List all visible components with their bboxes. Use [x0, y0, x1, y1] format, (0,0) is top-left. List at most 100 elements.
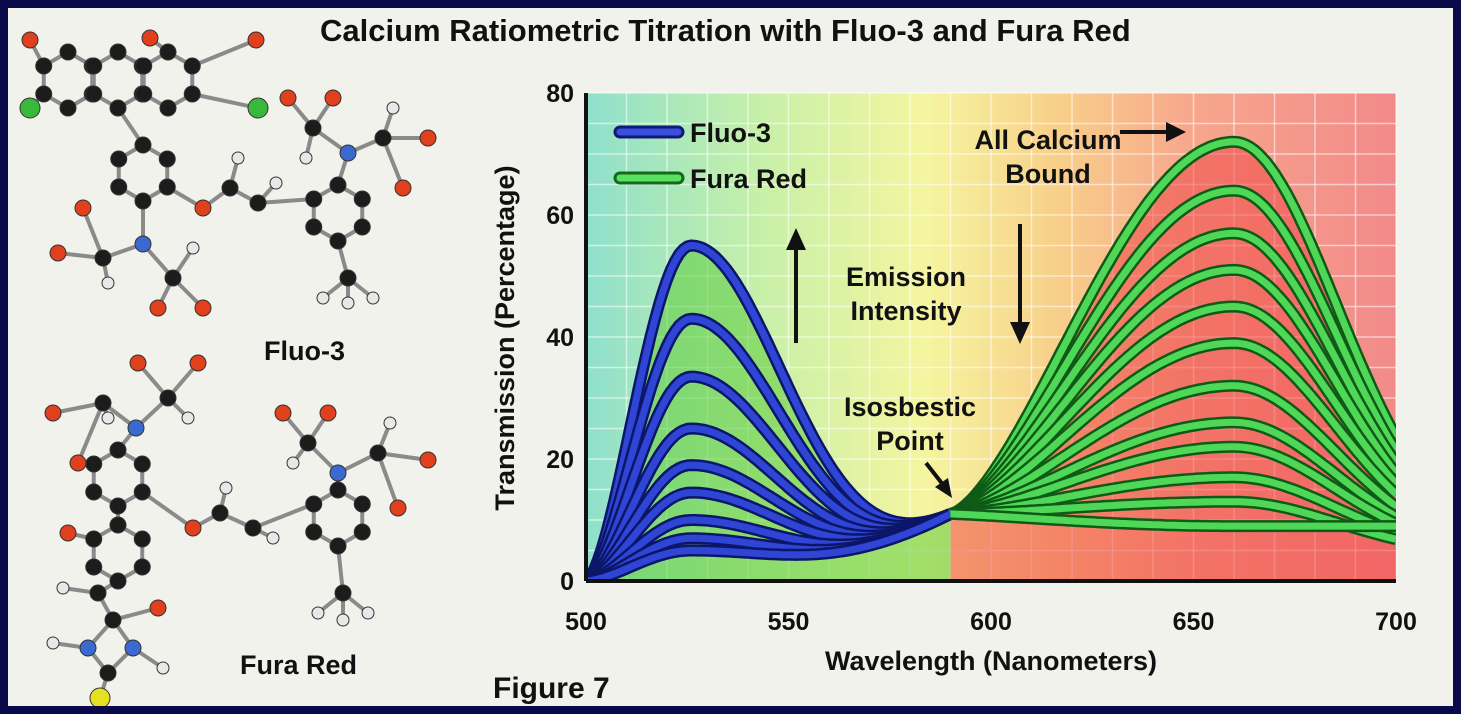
molecule-atom	[247, 97, 269, 119]
molecule-atom	[394, 179, 412, 197]
molecule-atom	[305, 523, 323, 541]
molecule-atom	[316, 291, 330, 305]
x-tick-label: 650	[1173, 608, 1215, 636]
molecule-atom	[286, 456, 300, 470]
legend-label-fura-red: Fura Red	[690, 164, 807, 194]
molecule-atom	[104, 611, 122, 629]
fura-red-molecule-label: Fura Red	[240, 650, 357, 680]
arrow-up-head-icon	[786, 228, 806, 250]
figure-label: Figure 7	[493, 672, 610, 705]
molecule-atom	[56, 581, 70, 595]
molecule-atom	[94, 394, 112, 412]
arrow-right-head-icon	[1166, 122, 1186, 142]
molecule-atom	[133, 558, 151, 576]
annotation-emission-intensity: Emission Intensity	[786, 224, 1030, 344]
molecule-atom	[149, 299, 167, 317]
y-tick-label: 60	[546, 202, 574, 230]
molecule-bond	[376, 452, 400, 509]
molecule-atom	[110, 150, 128, 168]
molecule-atom	[109, 99, 127, 117]
molecule-structures	[19, 29, 437, 706]
figure-panel: Calcium Ratiometric Titration with Fluo-…	[8, 8, 1453, 706]
molecule-atom	[59, 43, 77, 61]
molecule-atom	[361, 606, 375, 620]
molecule-atom	[21, 31, 39, 49]
x-tick-labels: 500 550 600 650 700	[565, 608, 1417, 636]
molecule-atom	[353, 190, 371, 208]
molecule-atom	[305, 218, 323, 236]
fura-red-curve	[950, 382, 1396, 518]
molecule-atom	[159, 43, 177, 61]
molecule-bond	[191, 92, 259, 110]
molecule-atom	[266, 531, 280, 545]
molecule-atom	[135, 85, 153, 103]
molecule-atom	[189, 354, 207, 372]
annotation-all-calcium-line1: All Calcium	[974, 125, 1121, 155]
legend-item-fura-red: Fura Red	[613, 164, 807, 194]
annotation-all-calcium-line2: Bound	[1005, 159, 1090, 189]
molecule-atom	[109, 441, 127, 459]
fura-red-curve	[950, 443, 1396, 527]
molecule-atom	[247, 31, 265, 49]
molecule-bond	[191, 38, 257, 68]
fura-red-curve	[949, 187, 1396, 518]
molecule-atom	[279, 89, 297, 107]
x-tick-label: 550	[768, 608, 810, 636]
molecule-atom	[389, 499, 407, 517]
molecule-atom	[186, 241, 200, 255]
molecule-atom	[134, 192, 152, 210]
fura-red-curve	[950, 510, 1396, 530]
plot-area	[584, 92, 1397, 583]
molecule-atom	[85, 85, 103, 103]
molecule-atom	[419, 451, 437, 469]
molecule-atom	[94, 249, 112, 267]
molecule-atom	[194, 199, 212, 217]
molecule-atom	[110, 178, 128, 196]
molecule-atom	[85, 530, 103, 548]
molecule-atom	[353, 218, 371, 236]
molecule-atom	[124, 639, 142, 657]
molecule-atom	[329, 464, 347, 482]
molecule-atom	[89, 584, 107, 602]
molecule-atom	[299, 151, 313, 165]
molecule-atom	[159, 389, 177, 407]
molecule-atom	[181, 411, 195, 425]
molecule-atom	[85, 455, 103, 473]
fura-red-curve	[949, 266, 1396, 518]
fura-red-curve	[949, 138, 1396, 518]
fura-red-curve	[949, 339, 1396, 518]
molecule-atom	[74, 199, 92, 217]
molecule-bond	[257, 197, 314, 205]
molecule-bond	[252, 502, 315, 530]
molecule-atom	[89, 687, 111, 706]
molecule-atom	[353, 523, 371, 541]
molecule-atom	[329, 481, 347, 499]
legend-label-fluo3: Fluo-3	[690, 118, 771, 148]
molecule-atom	[127, 419, 145, 437]
arrow-down-head-icon	[1010, 322, 1030, 344]
molecule-atom	[334, 584, 352, 602]
molecule-atom	[339, 269, 357, 287]
molecule-atom	[149, 599, 167, 617]
molecule-atom	[221, 179, 239, 197]
molecule-atom	[135, 57, 153, 75]
molecule-atom	[59, 524, 77, 542]
arrow-diagonal-head-icon	[935, 478, 952, 498]
annotation-isosbestic: Isosbestic Point	[844, 392, 976, 498]
y-tick-label: 80	[546, 80, 574, 108]
x-axis-label: Wavelength (Nanometers)	[825, 646, 1157, 676]
molecule-atom	[19, 97, 41, 119]
y-tick-labels: 0 20 40 60 80	[546, 80, 574, 596]
molecule-atom	[46, 636, 60, 650]
molecule-atom	[311, 606, 325, 620]
molecule-atom	[269, 176, 283, 190]
molecule-atom	[133, 483, 151, 501]
molecule-bond	[141, 490, 195, 530]
annotation-emission-line1: Emission	[846, 262, 966, 292]
molecule-atom	[59, 99, 77, 117]
figure-canvas: Calcium Ratiometric Titration with Fluo-…	[19, 13, 1417, 706]
fura-red-curve	[950, 498, 1396, 543]
molecule-atom	[85, 483, 103, 501]
molecule-atom	[353, 495, 371, 513]
molecule-atom	[329, 232, 347, 250]
